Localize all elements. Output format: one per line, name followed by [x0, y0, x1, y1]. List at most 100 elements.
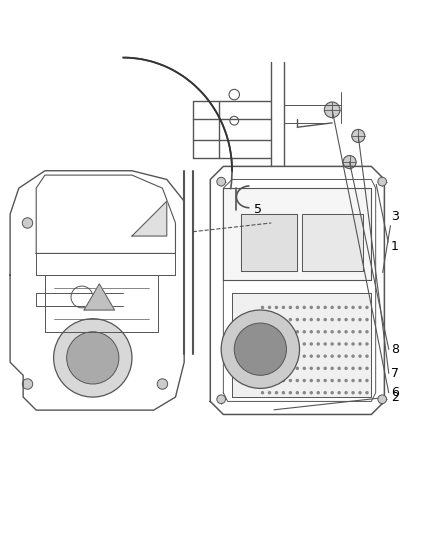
Circle shape [365, 379, 369, 382]
Text: 1: 1 [391, 240, 399, 253]
Circle shape [358, 342, 362, 346]
Circle shape [296, 318, 299, 321]
Circle shape [344, 367, 348, 370]
Circle shape [330, 305, 334, 309]
Circle shape [337, 330, 341, 334]
Circle shape [344, 379, 348, 382]
Circle shape [344, 342, 348, 346]
Circle shape [317, 318, 320, 321]
Circle shape [282, 342, 285, 346]
Circle shape [268, 391, 271, 394]
Circle shape [282, 354, 285, 358]
Text: 5: 5 [254, 204, 262, 216]
Circle shape [303, 367, 306, 370]
Circle shape [282, 330, 285, 334]
Circle shape [337, 305, 341, 309]
Circle shape [67, 332, 119, 384]
Polygon shape [302, 214, 363, 271]
Circle shape [296, 305, 299, 309]
Circle shape [344, 391, 348, 394]
Polygon shape [132, 201, 167, 236]
Circle shape [330, 330, 334, 334]
Circle shape [303, 305, 306, 309]
Circle shape [336, 227, 346, 237]
Polygon shape [223, 188, 371, 279]
Circle shape [317, 391, 320, 394]
Circle shape [310, 305, 313, 309]
Circle shape [351, 379, 355, 382]
Circle shape [282, 391, 285, 394]
Circle shape [323, 391, 327, 394]
Circle shape [221, 310, 300, 389]
Circle shape [336, 248, 346, 259]
Circle shape [303, 318, 306, 321]
Circle shape [234, 323, 286, 375]
Circle shape [317, 367, 320, 370]
Circle shape [317, 330, 320, 334]
Circle shape [275, 330, 278, 334]
Circle shape [296, 367, 299, 370]
Text: 3: 3 [391, 210, 399, 223]
Circle shape [261, 354, 264, 358]
Circle shape [323, 379, 327, 382]
Circle shape [323, 305, 327, 309]
Circle shape [343, 156, 356, 168]
Circle shape [275, 391, 278, 394]
Circle shape [358, 305, 362, 309]
Circle shape [318, 227, 328, 237]
Circle shape [344, 330, 348, 334]
Circle shape [323, 342, 327, 346]
Circle shape [337, 367, 341, 370]
Circle shape [323, 367, 327, 370]
Circle shape [261, 342, 264, 346]
Circle shape [378, 177, 387, 186]
Circle shape [289, 330, 292, 334]
Circle shape [330, 391, 334, 394]
Circle shape [303, 354, 306, 358]
Circle shape [323, 354, 327, 358]
Circle shape [310, 379, 313, 382]
Circle shape [358, 367, 362, 370]
Circle shape [296, 391, 299, 394]
Circle shape [268, 305, 271, 309]
Circle shape [337, 391, 341, 394]
Circle shape [323, 330, 327, 334]
Circle shape [303, 391, 306, 394]
Circle shape [365, 318, 369, 321]
Circle shape [282, 305, 285, 309]
Circle shape [365, 354, 369, 358]
Circle shape [282, 367, 285, 370]
Circle shape [344, 354, 348, 358]
Circle shape [268, 354, 271, 358]
Circle shape [275, 305, 278, 309]
Circle shape [351, 318, 355, 321]
Circle shape [53, 319, 132, 397]
Circle shape [344, 318, 348, 321]
Circle shape [217, 177, 226, 186]
Text: 6: 6 [391, 386, 399, 399]
Circle shape [310, 330, 313, 334]
Circle shape [317, 354, 320, 358]
Circle shape [217, 395, 226, 403]
Circle shape [365, 391, 369, 394]
Circle shape [358, 318, 362, 321]
Circle shape [365, 342, 369, 346]
Circle shape [317, 305, 320, 309]
Circle shape [317, 342, 320, 346]
Circle shape [275, 354, 278, 358]
Circle shape [289, 305, 292, 309]
Circle shape [330, 354, 334, 358]
Circle shape [296, 330, 299, 334]
Circle shape [337, 354, 341, 358]
Circle shape [296, 354, 299, 358]
Circle shape [365, 305, 369, 309]
Circle shape [268, 379, 271, 382]
Circle shape [330, 342, 334, 346]
Circle shape [289, 391, 292, 394]
Circle shape [344, 305, 348, 309]
Circle shape [275, 367, 278, 370]
Circle shape [358, 391, 362, 394]
Polygon shape [84, 284, 115, 310]
Circle shape [268, 342, 271, 346]
Circle shape [157, 379, 168, 389]
